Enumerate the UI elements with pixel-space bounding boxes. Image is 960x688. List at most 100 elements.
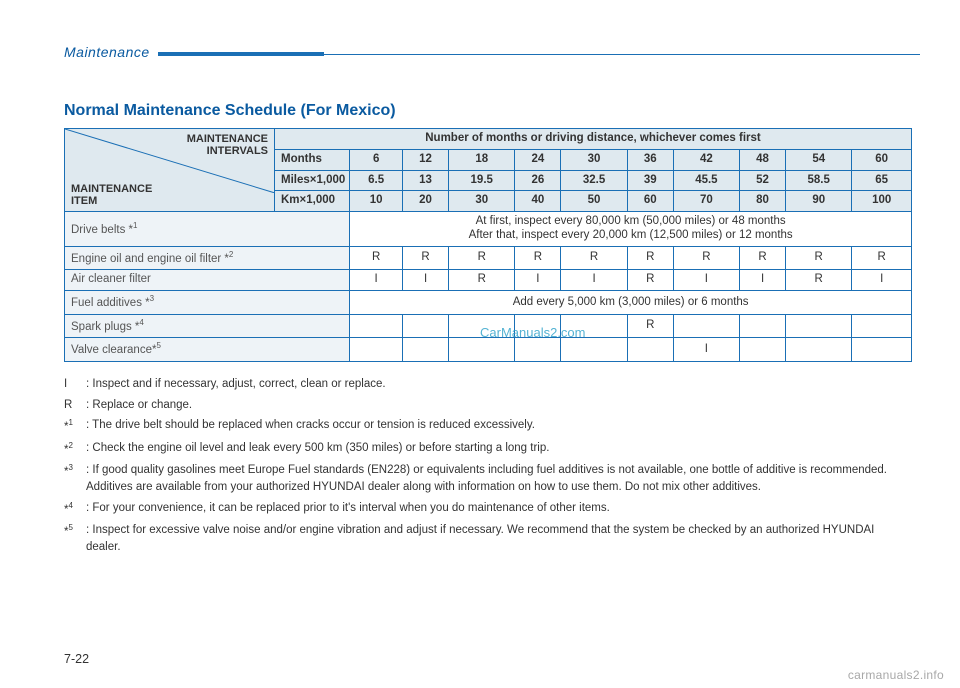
- page-content: Normal Maintenance Schedule (For Mexico)…: [64, 102, 912, 560]
- item-cell: R: [786, 246, 852, 270]
- footnote-text: : If good quality gasolines meet Europe …: [86, 462, 912, 495]
- unit-cell: 65: [852, 170, 912, 191]
- unit-cell: 70: [673, 191, 739, 212]
- watermark-bottom: carmanuals2.info: [848, 668, 944, 682]
- unit-cell: 6.5: [350, 170, 403, 191]
- item-cell: R: [627, 246, 673, 270]
- footnote: R: Replace or change.: [64, 397, 912, 414]
- footnote-key: *3: [64, 462, 86, 495]
- item-row-label: Engine oil and engine oil filter *2: [65, 246, 350, 270]
- unit-cell: 20: [403, 191, 449, 212]
- unit-cell: 100: [852, 191, 912, 212]
- unit-cell: 60: [627, 191, 673, 212]
- footnote: I: Inspect and if necessary, adjust, cor…: [64, 376, 912, 393]
- unit-cell: 12: [403, 149, 449, 170]
- item-cell: I: [515, 270, 561, 291]
- item-cell: [786, 338, 852, 362]
- item-cell: [740, 338, 786, 362]
- footnote-text: : The drive belt should be replaced when…: [86, 417, 912, 436]
- footnote-key: I: [64, 376, 86, 393]
- unit-cell: 18: [449, 149, 515, 170]
- item-cell: R: [786, 270, 852, 291]
- footnote-key: *4: [64, 500, 86, 519]
- item-row-label: Valve clearance*5: [65, 338, 350, 362]
- unit-cell: 58.5: [786, 170, 852, 191]
- item-cell: I: [673, 270, 739, 291]
- item-cell: I: [350, 270, 403, 291]
- item-row-label: Drive belts *1: [65, 212, 350, 247]
- item-cell: [449, 338, 515, 362]
- footnote: *5: Inspect for excessive valve noise an…: [64, 522, 912, 555]
- footnote-text: : Check the engine oil level and leak ev…: [86, 440, 912, 459]
- unit-cell: 52: [740, 170, 786, 191]
- item-cell: [561, 338, 627, 362]
- footnote-key: *2: [64, 440, 86, 459]
- unit-cell: 10: [350, 191, 403, 212]
- unit-cell: 26: [515, 170, 561, 191]
- item-cell: [561, 314, 627, 338]
- item-cell: R: [561, 246, 627, 270]
- item-cell: [740, 314, 786, 338]
- item-row-label: Spark plugs *4: [65, 314, 350, 338]
- unit-row-label: Km×1,000: [275, 191, 350, 212]
- item-cell: [350, 338, 403, 362]
- footnote-key: *5: [64, 522, 86, 555]
- unit-cell: 6: [350, 149, 403, 170]
- unit-cell: 42: [673, 149, 739, 170]
- footnote-text: : Inspect and if necessary, adjust, corr…: [86, 376, 912, 393]
- item-cell: [673, 314, 739, 338]
- item-cell: I: [673, 338, 739, 362]
- unit-cell: 40: [515, 191, 561, 212]
- item-cell: R: [350, 246, 403, 270]
- page-number: 7-22: [64, 652, 89, 666]
- interval-span-header: Number of months or driving distance, wh…: [275, 129, 912, 150]
- corner-top-label: MAINTENANCEINTERVALS: [187, 133, 268, 157]
- item-cell: [403, 338, 449, 362]
- footnotes: I: Inspect and if necessary, adjust, cor…: [64, 376, 912, 556]
- unit-row-label: Miles×1,000: [275, 170, 350, 191]
- unit-cell: 45.5: [673, 170, 739, 191]
- footnote: *4: For your convenience, it can be repl…: [64, 500, 912, 519]
- unit-cell: 60: [852, 149, 912, 170]
- table-corner-split: MAINTENANCEINTERVALS MAINTENANCEITEM: [65, 129, 275, 212]
- unit-cell: 54: [786, 149, 852, 170]
- item-cell: R: [403, 246, 449, 270]
- unit-cell: 48: [740, 149, 786, 170]
- item-cell: I: [740, 270, 786, 291]
- unit-cell: 39: [627, 170, 673, 191]
- item-cell: [515, 314, 561, 338]
- unit-cell: 19.5: [449, 170, 515, 191]
- item-row-label: Fuel additives *3: [65, 291, 350, 315]
- footnote: *3: If good quality gasolines meet Europ…: [64, 462, 912, 495]
- footnote-key: *1: [64, 417, 86, 436]
- item-cell: [786, 314, 852, 338]
- item-cell: [449, 314, 515, 338]
- footnote-text: : Replace or change.: [86, 397, 912, 414]
- item-cell: [627, 338, 673, 362]
- unit-cell: 32.5: [561, 170, 627, 191]
- footnote-key: R: [64, 397, 86, 414]
- item-cell: R: [449, 270, 515, 291]
- unit-cell: 36: [627, 149, 673, 170]
- unit-cell: 13: [403, 170, 449, 191]
- unit-cell: 50: [561, 191, 627, 212]
- item-cell: [852, 314, 912, 338]
- maintenance-schedule-table: MAINTENANCEINTERVALS MAINTENANCEITEM Numbe…: [64, 128, 912, 362]
- footnote-text: : For your convenience, it can be replac…: [86, 500, 912, 519]
- item-cell: I: [403, 270, 449, 291]
- item-cell: R: [449, 246, 515, 270]
- item-cell: R: [627, 314, 673, 338]
- unit-cell: 30: [561, 149, 627, 170]
- corner-bottom-label: MAINTENANCEITEM: [71, 183, 152, 207]
- item-cell: R: [852, 246, 912, 270]
- item-cell: [852, 338, 912, 362]
- item-row-label: Air cleaner filter: [65, 270, 350, 291]
- item-cell: I: [561, 270, 627, 291]
- item-cell: [403, 314, 449, 338]
- unit-cell: 80: [740, 191, 786, 212]
- page-header: Maintenance: [64, 44, 920, 64]
- unit-row-label: Months: [275, 149, 350, 170]
- item-cell: R: [627, 270, 673, 291]
- item-cell: I: [852, 270, 912, 291]
- section-label: Maintenance: [64, 44, 158, 60]
